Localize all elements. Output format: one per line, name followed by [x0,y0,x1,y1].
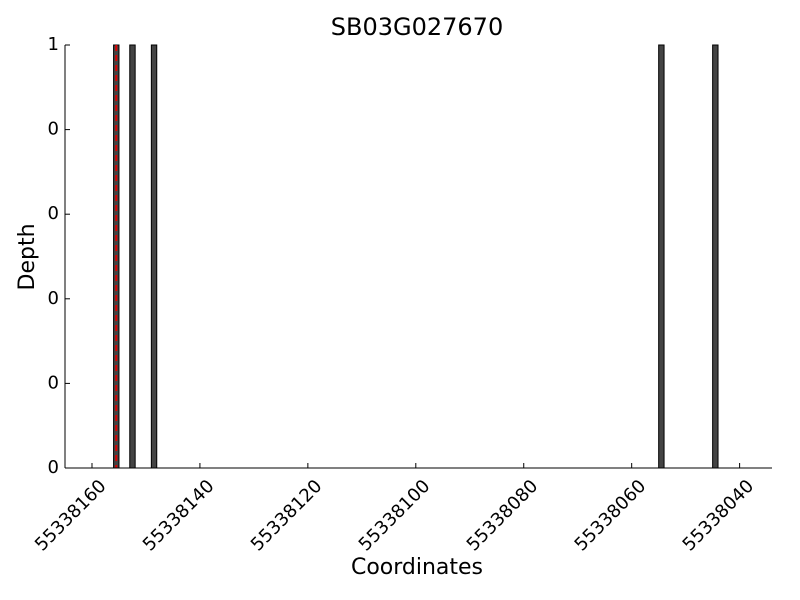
y-tick-label: 0 [48,288,59,309]
x-axis-label: Coordinates [351,555,483,580]
x-tick-label: 55338120 [247,476,327,556]
y-tick-label: 0 [48,457,59,478]
x-tick-label: 55338060 [571,476,651,556]
bar [658,44,665,469]
y-tick-label: 1 [48,34,59,55]
x-tick-label: 55338140 [139,476,219,556]
x-tick-label: 55338160 [31,476,111,556]
y-axis-label: Depth [15,223,40,290]
bar [150,44,158,469]
x-tick-label: 55338080 [463,476,543,556]
chart-title: SB03G027670 [331,13,503,41]
y-tick-label: 0 [48,203,59,224]
x-tick-label: 55338040 [679,476,759,556]
x-tick-label: 55338100 [355,476,435,556]
bar [712,44,719,469]
bar [129,44,136,469]
y-tick-label: 0 [48,372,59,393]
y-tick-label: 0 [48,119,59,140]
